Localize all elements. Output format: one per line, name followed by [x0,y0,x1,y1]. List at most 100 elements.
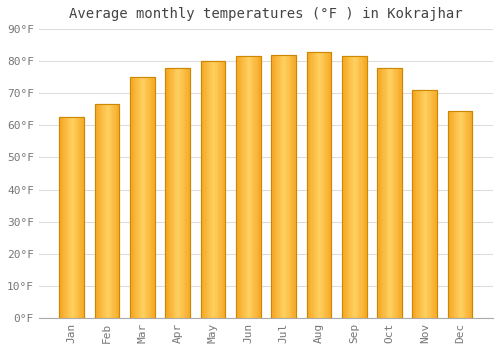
Bar [212,61,213,318]
Bar [258,56,260,318]
Bar [256,56,257,318]
Bar [236,56,237,318]
Bar [60,117,84,318]
Bar [206,61,207,318]
Bar [326,51,328,318]
Bar [218,61,219,318]
Bar [319,51,320,318]
Bar [130,77,132,318]
Bar [82,117,83,318]
Bar [432,90,434,318]
Bar [430,90,431,318]
Bar [236,56,260,318]
Bar [246,56,247,318]
Bar [450,111,452,318]
Bar [60,117,84,318]
Bar [398,68,400,318]
Bar [272,55,274,318]
Bar [240,56,241,318]
Bar [79,117,80,318]
Bar [434,90,436,318]
Bar [173,68,174,318]
Bar [377,68,402,318]
Bar [342,56,366,318]
Bar [244,56,246,318]
Bar [315,51,316,318]
Bar [66,117,67,318]
Bar [278,55,280,318]
Bar [179,68,180,318]
Bar [72,117,73,318]
Bar [271,55,296,318]
Bar [426,90,427,318]
Bar [169,68,170,318]
Bar [280,55,281,318]
Bar [257,56,258,318]
Bar [377,68,378,318]
Bar [104,105,106,318]
Bar [182,68,184,318]
Bar [250,56,251,318]
Bar [98,105,100,318]
Bar [356,56,358,318]
Bar [466,111,468,318]
Bar [316,51,318,318]
Bar [328,51,329,318]
Bar [135,77,136,318]
Bar [349,56,350,318]
Bar [352,56,353,318]
Bar [348,56,349,318]
Bar [186,68,188,318]
Bar [170,68,172,318]
Bar [378,68,380,318]
Bar [275,55,276,318]
Bar [314,51,315,318]
Bar [140,77,141,318]
Bar [464,111,465,318]
Bar [70,117,72,318]
Bar [455,111,456,318]
Bar [94,105,120,318]
Bar [325,51,326,318]
Bar [202,61,203,318]
Bar [412,90,437,318]
Bar [189,68,190,318]
Bar [175,68,176,318]
Bar [342,56,366,318]
Bar [308,51,309,318]
Bar [346,56,347,318]
Bar [214,61,216,318]
Bar [286,55,288,318]
Bar [428,90,430,318]
Bar [436,90,437,318]
Bar [148,77,150,318]
Bar [146,77,148,318]
Bar [166,68,190,318]
Bar [224,61,226,318]
Bar [112,105,114,318]
Bar [418,90,420,318]
Bar [108,105,110,318]
Bar [213,61,214,318]
Bar [310,51,312,318]
Bar [306,51,308,318]
Bar [241,56,242,318]
Bar [251,56,252,318]
Bar [220,61,222,318]
Bar [200,61,226,318]
Bar [73,117,74,318]
Bar [154,77,155,318]
Bar [396,68,397,318]
Bar [306,51,331,318]
Bar [94,105,96,318]
Bar [62,117,63,318]
Bar [284,55,285,318]
Bar [448,111,472,318]
Bar [100,105,101,318]
Bar [174,68,175,318]
Bar [392,68,393,318]
Bar [254,56,256,318]
Bar [291,55,292,318]
Bar [393,68,394,318]
Bar [425,90,426,318]
